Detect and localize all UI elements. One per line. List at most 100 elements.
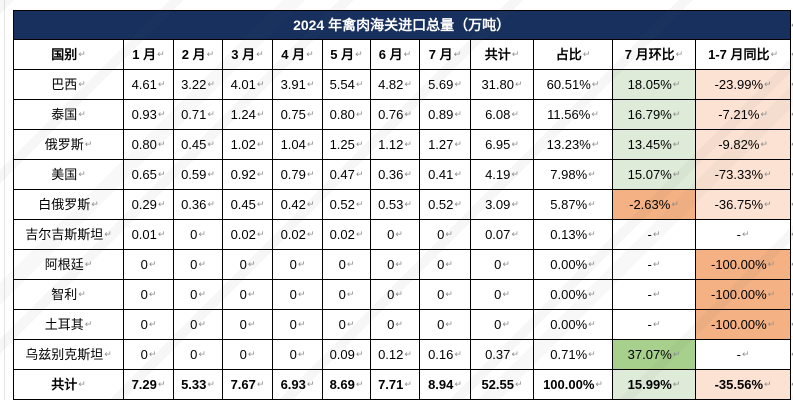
- cell-value: 0.36: [378, 167, 404, 182]
- value-cell: 0.53↵: [370, 189, 420, 220]
- table-row: 阿根廷↵ 0↵ 0↵ 0↵ 0↵ 0↵ 0↵ 0↵ 0↵ 0.00%↵ -↵ -100.00%↵: [13, 249, 792, 280]
- value-cell: 0↵: [419, 279, 471, 310]
- value-cell: 0↵: [322, 309, 371, 340]
- value-cell: 1.25↵: [322, 129, 371, 160]
- cell-end-mark: ↵: [355, 169, 364, 179]
- cell-end-mark: ↵: [148, 289, 157, 299]
- row-end-mark: ↵: [791, 109, 793, 119]
- cell-end-mark: ↵: [256, 169, 265, 179]
- cell-end-mark: ↵: [652, 319, 661, 329]
- value-cell: 0↵: [470, 249, 534, 280]
- value-cell: 0.01↵: [123, 219, 174, 250]
- page-edge-line: [4, 0, 5, 400]
- cell-end-mark: ↵: [502, 319, 510, 329]
- country-label: 吉尔吉斯斯坦: [25, 227, 104, 242]
- cell-end-mark: ↵: [306, 199, 315, 209]
- cell-end-mark: ↵: [104, 229, 112, 239]
- table-title-cell: 2024 年禽肉海关进口总量（万吨）: [12, 10, 792, 40]
- cell-end-mark: ↵: [157, 199, 166, 209]
- cell-value: 0: [387, 317, 395, 332]
- value-cell: 5.54↵: [322, 69, 371, 100]
- cell-value: 0: [239, 257, 247, 272]
- cell-value: 0.45: [230, 197, 256, 212]
- value-cell: 0.29↵: [123, 189, 174, 220]
- yoy-cell: -73.33%↵: [694, 159, 792, 190]
- cell-value: 0: [239, 317, 247, 332]
- cell-end-mark: ↵: [511, 169, 519, 179]
- value-cell: 0↵: [370, 219, 420, 250]
- cell-value: 0.02: [230, 227, 256, 242]
- cell-end-mark: ↵: [355, 139, 364, 149]
- value-cell: 0↵: [470, 279, 534, 310]
- cell-end-mark: ↵: [672, 169, 681, 179]
- cell-end-mark: ↵: [502, 259, 510, 269]
- cell-value: 0: [289, 317, 297, 332]
- cell-value: 13.23%: [546, 137, 591, 152]
- value-cell: 0.12↵: [370, 339, 420, 370]
- cell-value: 0: [338, 287, 346, 302]
- cell-value: 0.41: [428, 167, 454, 182]
- column-header-label: 6 月: [378, 47, 403, 62]
- table-row: 土耳其↵ 0↵ 0↵ 0↵ 0↵ 0↵ 0↵ 0↵ 0↵ 0.00%↵ -↵ -100.00%↵: [13, 309, 792, 340]
- cell-value: -: [647, 227, 652, 242]
- cell-value: 0.02: [329, 227, 355, 242]
- cell-end-mark: ↵: [588, 319, 596, 329]
- cell-value: 0: [338, 257, 346, 272]
- cell-value: 0.59: [181, 167, 207, 182]
- value-cell: 0.80↵: [322, 99, 371, 130]
- cell-end-mark: ↵: [652, 229, 661, 239]
- row-end-mark: ↵: [791, 139, 793, 149]
- value-cell: 0.52↵: [419, 189, 471, 220]
- cell-value: 1.27: [428, 137, 454, 152]
- cell-end-mark: ↵: [741, 349, 750, 359]
- value-cell: 0.42↵: [272, 189, 323, 220]
- value-cell: 0.41↵: [419, 159, 471, 190]
- value-cell: 0.59↵: [173, 159, 223, 190]
- column-header-label: 国别: [51, 47, 78, 62]
- value-cell: 8.94↵: [419, 369, 471, 400]
- cell-value: 4.01: [230, 77, 256, 92]
- cell-end-mark: ↵: [404, 199, 412, 209]
- cell-end-mark: ↵: [770, 49, 779, 59]
- cell-value: 0: [387, 287, 395, 302]
- cell-value: 11.56%: [547, 107, 591, 122]
- column-header-5: 5 月↵: [322, 39, 371, 70]
- value-cell: 0.02↵: [322, 219, 371, 250]
- value-cell: 0↵: [123, 279, 174, 310]
- cell-end-mark: ↵: [395, 319, 403, 329]
- cell-value: 0: [289, 347, 297, 362]
- column-header-8: 共计↵: [470, 39, 534, 70]
- cell-value: 8.94: [428, 377, 454, 392]
- cell-value: 0.00%: [550, 317, 588, 332]
- cell-value: 0: [190, 287, 198, 302]
- cell-end-mark: ↵: [207, 169, 215, 179]
- cell-end-mark: ↵: [767, 289, 776, 299]
- import-table: 2024 年禽肉海关进口总量（万吨） 国别↵ 1 月↵ 2 月↵ 3 月↵ 4 月↵ 5 …: [12, 10, 792, 400]
- cell-end-mark: ↵: [355, 49, 363, 59]
- value-cell: 0↵: [222, 249, 273, 280]
- cell-end-mark: ↵: [764, 79, 772, 89]
- value-cell: 0↵: [370, 279, 420, 310]
- value-cell: 1.04↵: [272, 129, 323, 160]
- cell-end-mark: ↵: [148, 259, 157, 269]
- value-cell: 0.89↵: [419, 99, 471, 130]
- cell-value: 6.93: [280, 377, 306, 392]
- mom-cell: 37.07%↵: [612, 339, 696, 370]
- cell-value: 0.93: [131, 107, 157, 122]
- table-row: 乌兹别克斯坦↵ 0↵ 0↵ 0↵ 0↵ 0.09↵ 0.12↵ 0.16↵ 0.37↵ 0.71%…: [13, 339, 792, 370]
- cell-end-mark: ↵: [306, 49, 314, 59]
- cell-value: 0.29: [131, 197, 157, 212]
- cell-end-mark: ↵: [206, 49, 215, 59]
- cell-value: -35.56%: [714, 377, 764, 392]
- cell-end-mark: ↵: [582, 49, 591, 59]
- column-header-label: 5 月: [330, 47, 355, 62]
- cell-value: 0.89: [428, 107, 454, 122]
- cell-value: 0.71%: [550, 347, 588, 362]
- cell-value: 15.99%: [627, 377, 672, 392]
- cell-end-mark: ↵: [247, 259, 256, 269]
- value-cell: 52.55↵: [470, 369, 534, 400]
- cell-end-mark: ↵: [588, 169, 596, 179]
- cell-value: 0.00%: [550, 257, 588, 272]
- value-cell: 5.69↵: [419, 69, 471, 100]
- cell-end-mark: ↵: [355, 199, 364, 209]
